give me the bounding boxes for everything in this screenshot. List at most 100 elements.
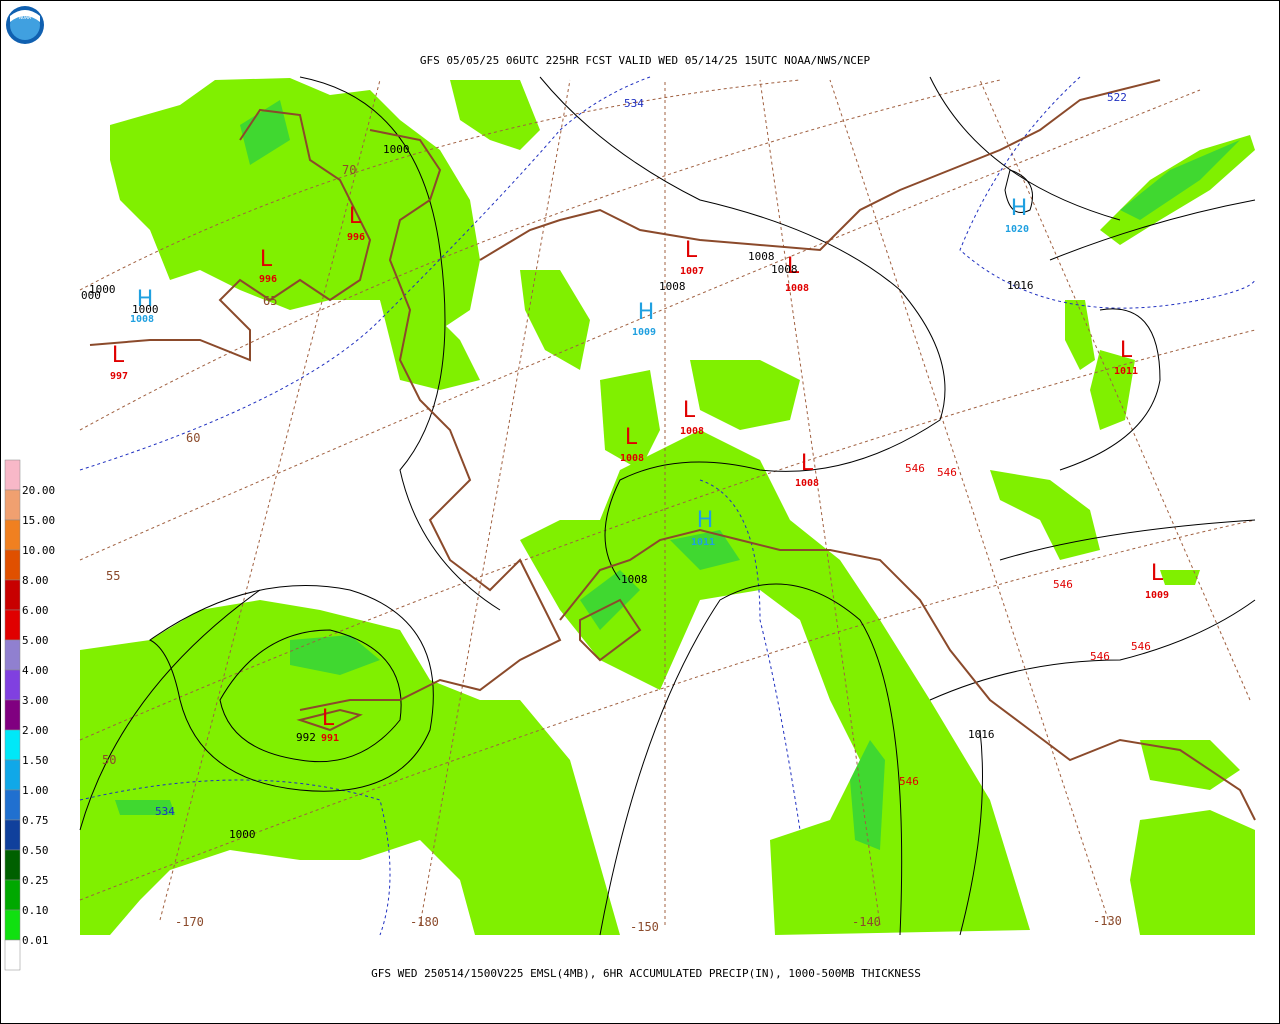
pressure-symbol: L (683, 398, 696, 423)
legend-swatch (4, 609, 21, 641)
thickness-lines (79, 76, 1256, 936)
thickness-label: 534 (155, 805, 175, 818)
pressure-symbol: H (137, 287, 154, 312)
isobar-label: 1008 (771, 263, 798, 276)
grid-label: -180 (410, 915, 439, 929)
grid-label: -150 (630, 920, 659, 934)
legend-swatch (4, 879, 21, 911)
legend-swatch (4, 789, 21, 821)
pressure-symbol: L (260, 247, 273, 272)
legend-label: 0.01 (22, 934, 49, 947)
pressure-value: 1020 (1005, 224, 1029, 235)
legend-label: 1.00 (22, 784, 49, 797)
pressure-symbol: H (697, 508, 714, 533)
pressure-symbol: L (349, 204, 362, 229)
legend-swatch (4, 939, 21, 971)
precip (80, 78, 1255, 935)
isobar-label: 1008 (621, 573, 648, 586)
pressure-value: 1008 (680, 426, 704, 437)
grid-label: 60 (186, 431, 200, 445)
noaa-logo: NOAA (6, 6, 44, 44)
legend-label: 4.00 (22, 664, 49, 677)
legend-swatch (4, 759, 21, 791)
isobar-label: 1000 (132, 303, 159, 316)
pressure-symbol: H (638, 300, 655, 325)
coastlines (89, 79, 1256, 821)
legend-label: 0.75 (22, 814, 49, 827)
legend-swatch (4, 549, 21, 581)
legend-label: 20.00 (22, 484, 55, 497)
legend-swatch (4, 489, 21, 521)
legend-label: 2.00 (22, 724, 49, 737)
isobar-label: 000 (81, 289, 101, 302)
logo-text: NOAA (19, 15, 31, 21)
grid-label: 70 (342, 163, 356, 177)
legend-label: 1.50 (22, 754, 49, 767)
thickness-label: 522 (1107, 91, 1127, 104)
grid-label: -170 (175, 915, 204, 929)
legend-label: 6.00 (22, 604, 49, 617)
pressure-symbol: L (801, 451, 814, 476)
isobar-label: 992 (296, 731, 316, 744)
legend-label: 5.00 (22, 634, 49, 647)
thickness-label: 546 (1090, 650, 1110, 663)
grid-label: 65 (263, 294, 277, 308)
legend-label: 0.10 (22, 904, 49, 917)
precip-legend: 20.00 15.00 10.00 8.00 6.00 5.00 4.00 3.00 2.00 1… (4, 459, 55, 971)
pressure-value: 1009 (1145, 590, 1169, 601)
pressure-symbol: L (112, 343, 125, 368)
map-caption: GFS WED 250514/1500V225 EMSL(4MB), 6HR A… (371, 967, 921, 980)
isobar-label: 1000 (229, 828, 256, 841)
pressure-value: 1011 (1114, 366, 1138, 377)
legend-label: 8.00 (22, 574, 49, 587)
thickness-label: 534 (624, 97, 644, 110)
isobar-label: 1016 (968, 728, 995, 741)
pressure-symbol: L (625, 425, 638, 450)
legend-swatch (4, 729, 21, 761)
legend-label: 0.50 (22, 844, 49, 857)
legend-swatch (4, 519, 21, 551)
legend-swatch (4, 909, 21, 941)
pressure-value: 997 (110, 371, 128, 382)
grid-label: 55 (106, 569, 120, 583)
legend-swatch (4, 639, 21, 671)
legend-label: 0.25 (22, 874, 49, 887)
legend-label: 15.00 (22, 514, 55, 527)
pressure-value: 1009 (632, 327, 656, 338)
map-area (79, 76, 1256, 936)
grid-lines (79, 79, 1256, 926)
isobar-label: 1000 (89, 283, 116, 296)
pressure-symbol: L (787, 254, 800, 279)
legend-swatch (4, 579, 21, 611)
pressure-symbol: L (322, 706, 335, 731)
legend-swatch (4, 819, 21, 851)
grid-label: 50 (102, 753, 116, 767)
grid-label: -140 (852, 915, 881, 929)
pressure-value: 1008 (785, 283, 809, 294)
grid-label: -130 (1093, 914, 1122, 928)
thickness-label: 546 (937, 466, 957, 479)
legend-swatch (4, 849, 21, 881)
thickness-label: 546 (1131, 640, 1151, 653)
pressure-value: 1008 (795, 478, 819, 489)
pressure-value: 1008 (620, 453, 644, 464)
pressure-value: 996 (259, 274, 277, 285)
thickness-label: 546 (899, 775, 919, 788)
isobar-label: 1008 (659, 280, 686, 293)
pressure-value: 1007 (680, 266, 704, 277)
pressure-symbol: L (1120, 338, 1133, 363)
legend-label: 3.00 (22, 694, 49, 707)
thickness-label: 546 (1053, 578, 1073, 591)
isobar-label: 1016 (1007, 279, 1034, 292)
isobar-label: 1000 (383, 143, 410, 156)
isobar-label: 1008 (748, 250, 775, 263)
pressure-value: 1011 (691, 537, 715, 548)
pressure-symbol: L (685, 238, 698, 263)
map-title: GFS 05/05/25 06UTC 225HR FCST VALID WED … (420, 54, 871, 67)
legend-swatch (4, 669, 21, 701)
legend-swatch (4, 699, 21, 731)
isobars (79, 76, 1256, 936)
pressure-value: 996 (347, 232, 365, 243)
